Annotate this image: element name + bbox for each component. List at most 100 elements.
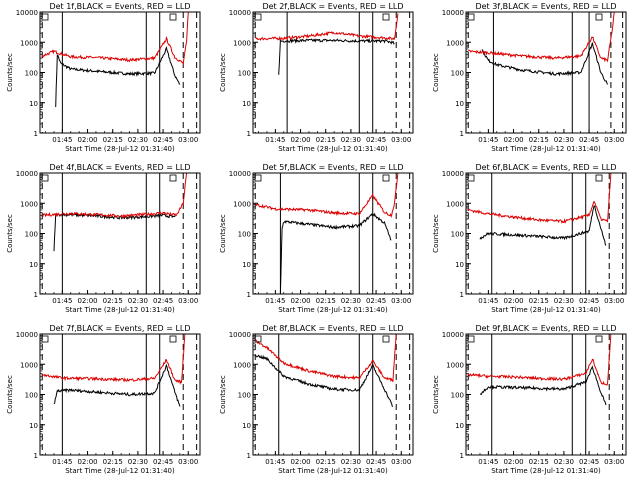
series-line-black	[481, 42, 608, 85]
x-tick-label: 02:30	[341, 297, 361, 305]
y-tick-label: 1	[460, 291, 464, 299]
y-tick-label: 100	[451, 392, 464, 400]
y-tick-label: 1000	[233, 39, 251, 47]
legend-box	[41, 335, 49, 343]
x-tick-label: 02:15	[316, 136, 336, 144]
y-tick-label: 1000	[446, 200, 464, 208]
x-tick-label: 02:00	[503, 136, 523, 144]
series-line-red	[468, 11, 615, 63]
x-axis-label: Start Time (28-Jul-12 01:31:40)	[65, 145, 175, 153]
series-line-black	[479, 365, 607, 406]
legend-box	[41, 13, 49, 21]
x-tick-label: 01:45	[478, 458, 498, 466]
plot-title: Det 7f,BLACK = Events, RED = LLD	[49, 324, 190, 333]
y-tick-label: 10000	[442, 170, 464, 178]
y-tick-label: 10000	[16, 9, 38, 17]
y-tick-label: 1000	[20, 361, 38, 369]
x-tick-label: 03:00	[178, 297, 198, 305]
x-tick-label: 02:00	[290, 458, 310, 466]
x-tick-label: 02:00	[77, 297, 97, 305]
legend-box	[467, 174, 475, 182]
x-tick-label: 03:00	[391, 297, 411, 305]
y-tick-label: 100	[25, 392, 38, 400]
legend-box-right	[382, 335, 390, 343]
x-tick-label: 03:00	[604, 136, 624, 144]
y-tick-label: 10	[29, 422, 38, 430]
series-line-red	[41, 11, 189, 66]
y-tick-label: 1000	[233, 200, 251, 208]
y-axis-label: Counts/sec	[6, 214, 14, 253]
y-tick-label: 10000	[229, 9, 251, 17]
x-tick-label: 01:45	[52, 136, 72, 144]
y-tick-label: 10	[455, 100, 464, 108]
plot-title: Det 4f,BLACK = Events, RED = LLD	[49, 163, 190, 172]
x-tick-label: 01:45	[478, 136, 498, 144]
plot-panel-7: Det 7f,BLACK = Events, RED = LLD 1 10 100 10…	[6, 324, 201, 475]
y-tick-label: 1	[34, 452, 38, 460]
plot-panel-3: Det 3f,BLACK = Events, RED = LLD 1 10 100 10…	[432, 2, 627, 153]
y-tick-label: 1	[460, 452, 464, 460]
plot-title: Det 5f,BLACK = Events, RED = LLD	[262, 163, 403, 172]
y-tick-label: 10000	[442, 9, 464, 17]
x-tick-label: 02:00	[503, 297, 523, 305]
y-axis-label: Counts/sec	[219, 375, 227, 414]
x-tick-label: 02:45	[366, 136, 386, 144]
series-line-red	[254, 333, 397, 383]
y-tick-label: 10000	[16, 170, 38, 178]
legend-box-right	[169, 174, 177, 182]
y-tick-label: 1000	[233, 361, 251, 369]
x-tick-label: 02:15	[103, 136, 123, 144]
legend-box	[467, 13, 475, 21]
y-axis-label: Counts/sec	[432, 53, 440, 92]
x-tick-label: 02:45	[579, 136, 599, 144]
x-tick-label: 01:45	[265, 297, 285, 305]
y-tick-label: 10000	[442, 331, 464, 339]
plot-frame	[252, 172, 414, 295]
y-tick-label: 100	[238, 70, 251, 78]
x-tick-label: 02:15	[103, 297, 123, 305]
x-tick-label: 02:30	[554, 458, 574, 466]
x-tick-label: 02:15	[529, 458, 549, 466]
plot-title: Det 3f,BLACK = Events, RED = LLD	[475, 2, 616, 11]
legend-box	[254, 335, 262, 343]
y-tick-label: 10000	[16, 331, 38, 339]
y-tick-label: 10	[455, 261, 464, 269]
y-tick-label: 1	[34, 291, 38, 299]
plot-frame	[39, 172, 201, 295]
legend-box	[467, 335, 475, 343]
x-axis-label: Start Time (28-Jul-12 01:31:40)	[278, 306, 388, 314]
y-tick-label: 10	[242, 261, 251, 269]
plot-panel-5: Det 5f,BLACK = Events, RED = LLD 1 10 100 10…	[219, 163, 414, 314]
y-axis-label: Counts/sec	[432, 375, 440, 414]
y-axis-label: Counts/sec	[6, 375, 14, 414]
series-line-red	[467, 333, 612, 386]
x-tick-label: 01:45	[52, 297, 72, 305]
x-tick-label: 03:00	[178, 136, 198, 144]
y-tick-label: 10000	[229, 170, 251, 178]
series-line-black	[53, 363, 181, 407]
series-line-red	[467, 172, 612, 224]
x-tick-label: 02:15	[529, 136, 549, 144]
x-tick-label: 02:45	[153, 297, 173, 305]
x-axis-label: Start Time (28-Jul-12 01:31:40)	[491, 145, 601, 153]
legend-box	[41, 174, 49, 182]
series-line-red	[42, 172, 188, 219]
y-tick-label: 1000	[20, 200, 38, 208]
plot-panel-4: Det 4f,BLACK = Events, RED = LLD 1 10 100 10…	[6, 163, 201, 314]
x-axis-label: Start Time (28-Jul-12 01:31:40)	[491, 467, 601, 475]
legend-box-right	[595, 174, 603, 182]
x-tick-label: 02:00	[503, 458, 523, 466]
x-axis-label: Start Time (28-Jul-12 01:31:40)	[65, 306, 175, 314]
x-tick-label: 01:45	[52, 458, 72, 466]
series-line-red	[254, 13, 399, 41]
y-tick-label: 1000	[446, 361, 464, 369]
y-tick-label: 100	[238, 231, 251, 239]
series-line-black	[479, 205, 607, 246]
series-line-black	[278, 37, 395, 75]
y-tick-label: 1	[247, 452, 251, 460]
plot-frame	[252, 11, 414, 134]
series-line-black	[255, 354, 394, 407]
y-axis-label: Counts/sec	[219, 53, 227, 92]
plot-title: Det 1f,BLACK = Events, RED = LLD	[49, 2, 190, 11]
y-tick-label: 10	[455, 422, 464, 430]
